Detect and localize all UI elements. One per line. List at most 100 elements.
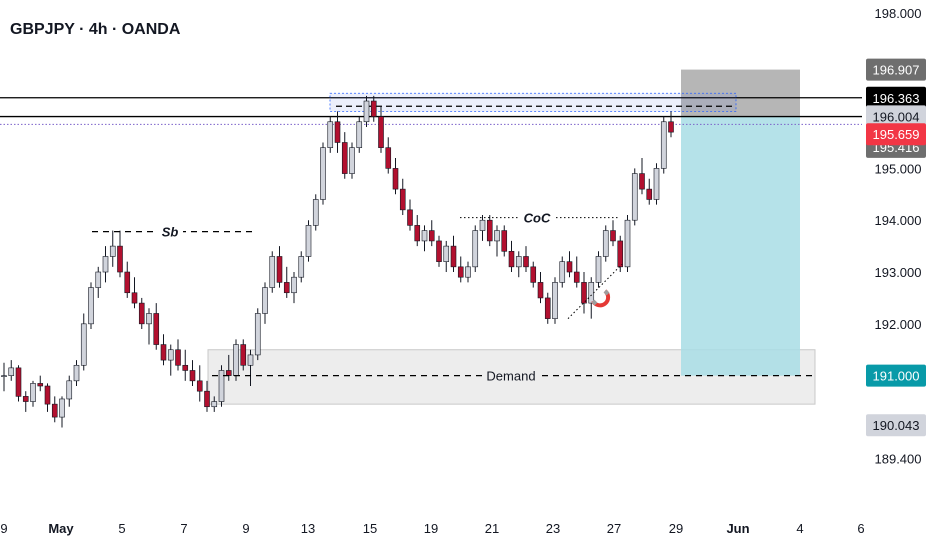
- candle-body-bear: [15, 367, 22, 397]
- candle: [247, 349, 254, 387]
- y-tick-label: 189.400: [875, 452, 922, 467]
- x-tick-label: 5: [118, 521, 125, 536]
- candle: [581, 272, 587, 314]
- candle: [653, 163, 660, 205]
- candle: [117, 230, 123, 278]
- candle-body-bull: [660, 121, 667, 169]
- candle-body-bear: [501, 230, 508, 252]
- candle: [450, 235, 457, 273]
- price-tag[interactable]: 196.363: [866, 86, 926, 109]
- candle-body-bull: [247, 354, 254, 366]
- candle-body-bull: [515, 256, 522, 268]
- price-lines-layer: [0, 92, 862, 125]
- y-tick-label: 195.000: [875, 161, 922, 176]
- candle-body-bear: [51, 403, 58, 418]
- candle-body-bear: [124, 271, 131, 294]
- candle-body-bull: [291, 276, 297, 294]
- price-axis[interactable]: 198.000 195.000 194.000 193.000 192.000 189.4…: [866, 6, 926, 467]
- candle: [167, 344, 174, 376]
- time-axis[interactable]: 9 May 5 7 9 13 15 19 21 23 27 29 Jun 4 6: [0, 521, 864, 536]
- candle-body-bull: [30, 383, 36, 402]
- candle: [631, 168, 638, 226]
- price-tag-label: 190.043: [873, 418, 920, 433]
- take-profit-zone[interactable]: [681, 116, 800, 376]
- candle-body-bear: [573, 271, 580, 283]
- candle-body-bull: [312, 199, 319, 226]
- stop-loss-zone[interactable]: [681, 69, 800, 117]
- candle: [146, 308, 152, 345]
- candle: [312, 194, 319, 231]
- candle-body-bear: [530, 266, 537, 283]
- candle-body-bull: [167, 349, 174, 361]
- x-tick-label: 15: [363, 521, 377, 536]
- coc-label: CoC: [524, 211, 551, 226]
- candle: [320, 142, 326, 205]
- candle: [283, 266, 290, 298]
- demand-label-bg: [482, 366, 540, 385]
- candle-body-bear: [283, 282, 290, 294]
- candle-body-bull: [59, 398, 65, 418]
- candle-body-bear: [610, 230, 616, 242]
- y-tick-label: 198.000: [875, 6, 922, 21]
- candle-body-bull: [472, 230, 479, 268]
- candle: [131, 277, 138, 309]
- price-tag[interactable]: 196.907: [866, 58, 926, 81]
- candle: [530, 261, 537, 288]
- candle-body-bear: [131, 292, 138, 304]
- candle: [472, 225, 479, 273]
- candle: [66, 375, 73, 407]
- candle: [218, 365, 225, 407]
- candle: [559, 256, 566, 288]
- price-tag[interactable]: 191.000: [866, 364, 926, 387]
- candle: [51, 396, 58, 423]
- candle-body-bear: [370, 100, 377, 117]
- candle-body-bull: [595, 256, 602, 283]
- candle-body-bear: [189, 370, 196, 382]
- price-tag[interactable]: 190.043: [866, 414, 926, 437]
- candle-body-bear: [523, 256, 529, 268]
- candle: [595, 251, 602, 288]
- candle: [479, 215, 486, 241]
- candle-body-bull: [631, 173, 638, 221]
- range-box[interactable]: [329, 92, 737, 112]
- x-tick-label: 29: [669, 521, 683, 536]
- candle: [334, 111, 341, 153]
- trend-line[interactable]: [567, 263, 623, 320]
- price-tag[interactable]: 196.004: [866, 105, 926, 128]
- price-tag-bg: [866, 105, 926, 128]
- candle: [254, 308, 261, 361]
- candle: [436, 235, 442, 267]
- candle: [175, 339, 181, 371]
- candle-body-bull: [8, 367, 15, 376]
- candle: [80, 313, 87, 371]
- candle: [646, 178, 653, 205]
- y-tick-label: 192.000: [875, 317, 922, 332]
- candle: [660, 116, 667, 174]
- candle-body-bull: [1, 375, 7, 377]
- price-tag[interactable]: 195.659: [866, 123, 926, 146]
- candle-body-bear: [175, 349, 181, 366]
- candle-body-bear: [581, 282, 587, 304]
- candle-body-bull: [363, 100, 370, 123]
- candle-body-bear: [414, 225, 421, 242]
- candle: [392, 158, 399, 195]
- candle-body-bear: [668, 121, 674, 133]
- candle-body-bull: [421, 230, 428, 242]
- y-tick-label: 193.000: [875, 265, 922, 280]
- candle: [88, 282, 94, 330]
- candle-body-bull: [73, 364, 80, 382]
- candle-body-bear: [646, 188, 653, 200]
- candle-body-bull: [262, 287, 268, 314]
- candle: [22, 391, 29, 412]
- candle: [73, 360, 80, 387]
- candle: [544, 292, 551, 324]
- candle: [59, 396, 65, 428]
- candle: [138, 297, 145, 330]
- chart-title: GBPJPY · 4h · OANDA: [10, 21, 181, 38]
- candle: [508, 240, 515, 273]
- candle-body-bear: [37, 383, 44, 387]
- price-tag-label: 196.004: [873, 109, 920, 124]
- candle: [515, 251, 522, 278]
- candle-body-bear: [240, 344, 247, 366]
